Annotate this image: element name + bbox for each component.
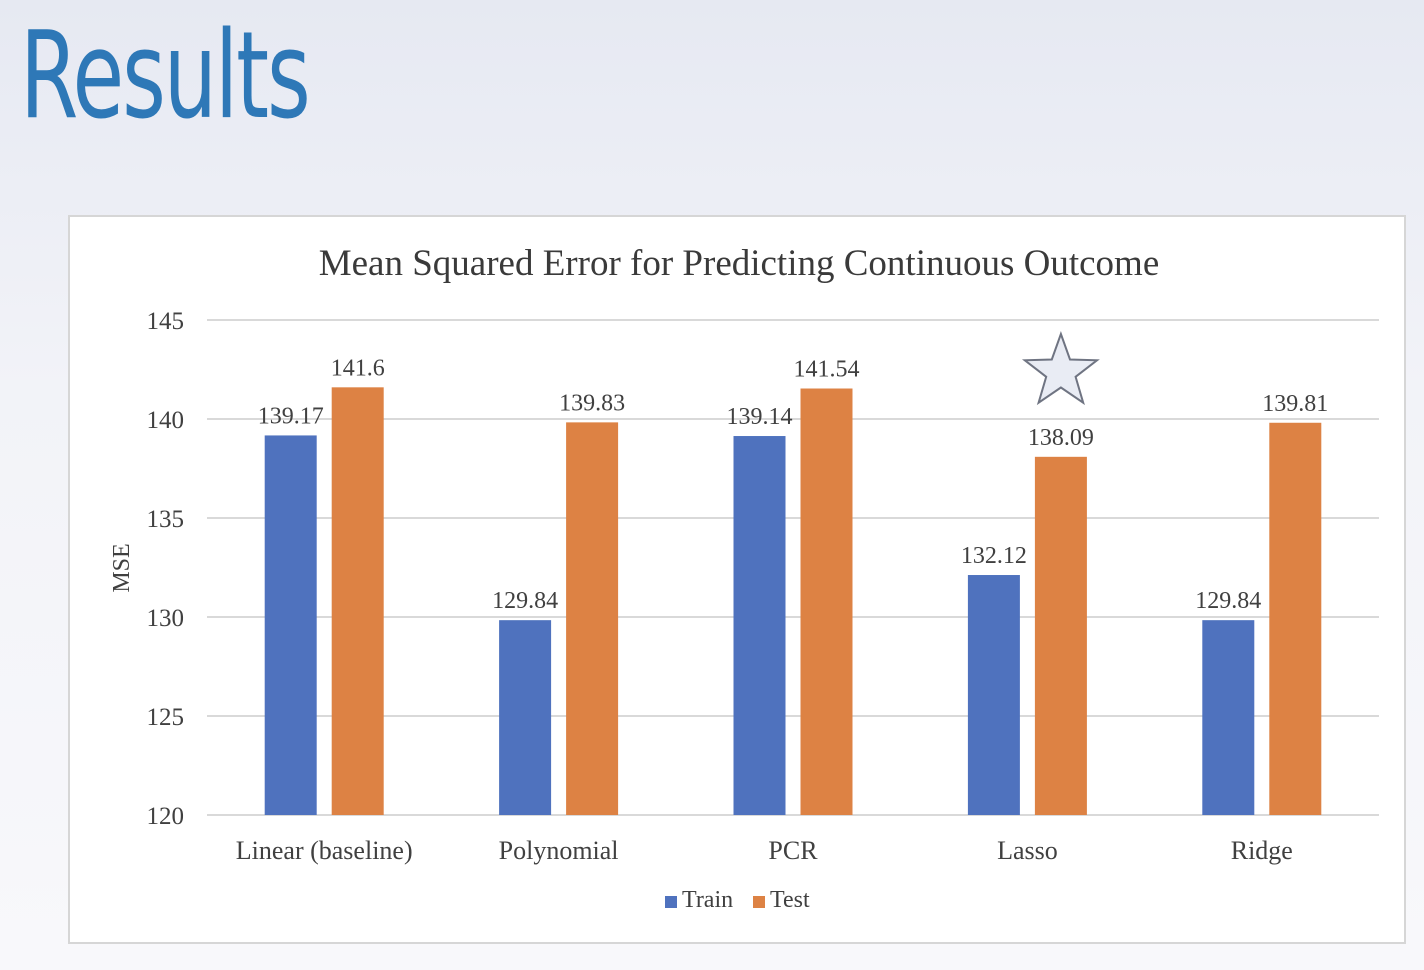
mse-bar-chart: Mean Squared Error for Predicting Contin… bbox=[109, 243, 1379, 913]
y-tick-label: 130 bbox=[147, 605, 185, 632]
gridlines bbox=[207, 319, 1379, 816]
data-label: 141.6 bbox=[331, 355, 385, 381]
y-axis-label: MSE bbox=[109, 543, 135, 592]
bar-test-5 bbox=[1269, 422, 1322, 815]
y-tick-label: 135 bbox=[147, 506, 185, 533]
data-label: 132.12 bbox=[961, 543, 1027, 569]
y-tick-labels: 120 125 130 135 140 145 bbox=[147, 308, 185, 830]
legend: Train Test bbox=[665, 887, 810, 913]
legend-swatch-train bbox=[665, 896, 677, 908]
data-label: 138.09 bbox=[1028, 425, 1094, 451]
data-label: 139.17 bbox=[258, 403, 324, 429]
data-label: 141.54 bbox=[794, 357, 860, 383]
legend-label-test: Test bbox=[770, 887, 810, 913]
x-tick-label: Polynomial bbox=[499, 836, 619, 865]
y-tick-label: 145 bbox=[147, 308, 185, 335]
x-tick-label: Lasso bbox=[997, 836, 1058, 865]
slide-title: Results bbox=[20, 7, 311, 146]
star-icon bbox=[1021, 331, 1100, 406]
legend-swatch-test bbox=[753, 896, 765, 908]
data-label: 139.83 bbox=[559, 390, 625, 416]
data-label: 139.81 bbox=[1262, 391, 1328, 417]
y-tick-label: 125 bbox=[147, 704, 185, 731]
chart-panel: Mean Squared Error for Predicting Contin… bbox=[68, 215, 1406, 944]
data-label: 129.84 bbox=[1195, 588, 1261, 614]
bar-test-4 bbox=[1034, 456, 1087, 815]
bar-test-3 bbox=[800, 388, 853, 815]
bar-train-3 bbox=[733, 436, 786, 815]
x-tick-label: PCR bbox=[768, 836, 818, 865]
y-tick-label: 140 bbox=[147, 407, 185, 434]
bar-train-5 bbox=[1202, 620, 1255, 815]
data-label: 139.14 bbox=[727, 404, 793, 430]
bar-train-1 bbox=[264, 435, 317, 815]
x-tick-label: Linear (baseline) bbox=[236, 836, 413, 865]
legend-label-train: Train bbox=[682, 887, 733, 913]
bar-test-1 bbox=[331, 387, 384, 815]
bar-train-4 bbox=[967, 575, 1020, 815]
x-tick-label: Ridge bbox=[1231, 836, 1293, 865]
x-tick-labels: Linear (baseline) Polynomial PCR Lasso Ridge bbox=[236, 836, 1293, 865]
bar-train-2 bbox=[499, 620, 552, 815]
annotations bbox=[1021, 331, 1100, 406]
bar-test-2 bbox=[566, 422, 619, 815]
chart-title: Mean Squared Error for Predicting Contin… bbox=[319, 243, 1160, 284]
bars bbox=[264, 387, 1322, 815]
data-label: 129.84 bbox=[492, 588, 558, 614]
y-tick-label: 120 bbox=[147, 803, 185, 830]
